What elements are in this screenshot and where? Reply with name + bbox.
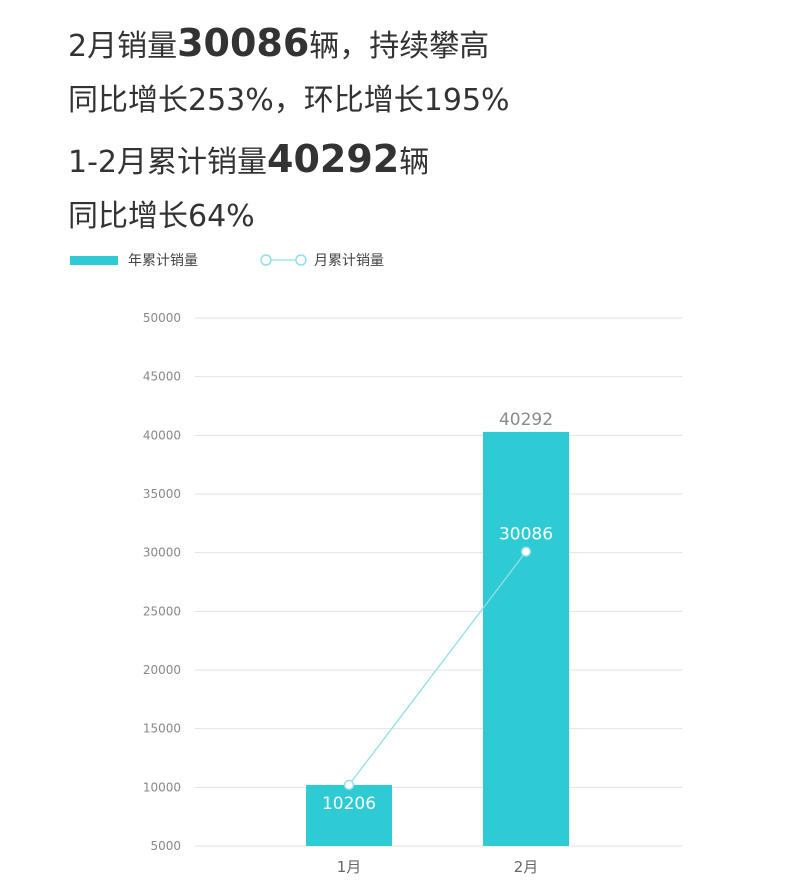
headline-line-2: 同比增长253%，环比增长195%	[68, 83, 510, 118]
line-value-label: 10206	[322, 794, 376, 814]
x-tick-label: 2月	[514, 858, 539, 876]
headline: 2月销量30086辆，持续攀高 同比增长253%，环比增长195% 1-2月累计…	[68, 14, 510, 246]
y-tick-label: 30000	[143, 546, 181, 560]
grid-lines: 5000 10000 15000 20000 25000 30000 35000 40000 4…	[143, 311, 682, 853]
data-labels: 1月 2月 40292 10206 30086	[322, 410, 553, 876]
line-series	[343, 546, 532, 791]
y-tick-label: 20000	[143, 663, 181, 677]
y-tick-label: 10000	[143, 780, 181, 794]
series-line	[348, 551, 527, 786]
y-tick-label: 40000	[143, 428, 181, 442]
headline-text: 1-2月累计销量	[68, 145, 267, 180]
legend-line-marker	[260, 254, 272, 266]
legend-label: 月累计销量	[314, 253, 384, 269]
headline-line-4: 同比增长64%	[68, 199, 255, 234]
headline-line-1: 2月销量30086辆，持续攀高	[68, 14, 510, 72]
headline-text: 辆，持续攀高	[309, 29, 490, 64]
headline-text: 辆	[399, 145, 430, 180]
legend-line-marker	[295, 254, 307, 266]
y-tick-label: 15000	[143, 722, 181, 736]
line-value-label: 30086	[499, 525, 553, 545]
line-point	[520, 546, 532, 557]
headline-text: 2月销量	[68, 29, 178, 64]
bar-value-label: 40292	[499, 410, 553, 430]
y-tick-label: 25000	[143, 604, 181, 618]
legend-label: 年累计销量	[128, 253, 198, 269]
x-tick-label: 1月	[337, 858, 362, 876]
bar-series	[306, 431, 569, 846]
y-tick-label: 45000	[143, 370, 181, 384]
bar	[483, 431, 569, 846]
y-tick-label: 35000	[143, 487, 181, 501]
headline-line-3: 1-2月累计销量40292辆	[68, 130, 510, 188]
bar	[306, 784, 392, 846]
y-tick-label: 5000	[150, 839, 181, 853]
headline-highlight-number: 40292	[267, 137, 400, 181]
line-point	[343, 779, 355, 791]
headline-highlight-number: 30086	[177, 21, 310, 65]
y-tick-label: 50000	[143, 311, 181, 325]
legend-bar-swatch	[70, 256, 118, 265]
legend: 年累计销量 月累计销量	[70, 253, 384, 269]
